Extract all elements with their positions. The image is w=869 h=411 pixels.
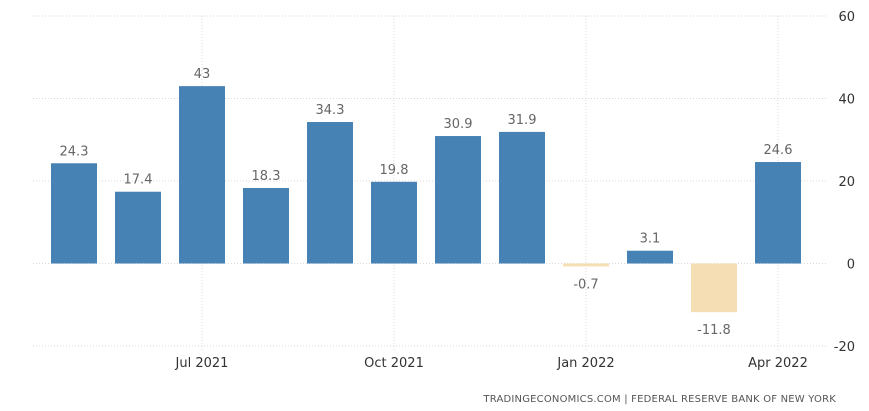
data-label: 18.3 [252, 169, 281, 184]
data-label: 19.8 [380, 163, 409, 178]
bar [115, 191, 161, 264]
x-axis: Jul 2021 Oct 2021 Jan 2022 Apr 2022 [175, 356, 808, 371]
x-tick-label: Oct 2021 [364, 356, 424, 371]
y-tick-label: 60 [838, 10, 855, 25]
y-axis: 60 40 20 0 -20 [834, 10, 855, 355]
data-label: 43 [194, 67, 211, 82]
bar [755, 162, 801, 264]
bar [307, 122, 353, 264]
bar [179, 86, 225, 264]
grid-layer [33, 15, 827, 350]
y-tick-label: -20 [834, 340, 855, 355]
x-tick-label: Jul 2021 [175, 356, 229, 371]
x-tick-label: Jan 2022 [556, 356, 614, 371]
data-label: -11.8 [697, 323, 731, 338]
bars-layer [51, 86, 801, 313]
bar [563, 263, 609, 267]
y-tick-label: 20 [838, 175, 855, 190]
data-label: 31.9 [508, 113, 537, 128]
bar [371, 181, 417, 264]
data-label: 30.9 [444, 117, 473, 132]
y-tick-label: 40 [838, 93, 855, 108]
x-tick-label: Apr 2022 [748, 356, 808, 371]
data-label: 24.6 [764, 143, 793, 158]
bar [51, 163, 97, 264]
y-tick-label: 0 [847, 258, 855, 273]
bar [499, 131, 545, 264]
source-credit: TRADINGECONOMICS.COM | FEDERAL RESERVE B… [482, 394, 836, 405]
data-label: 17.4 [124, 173, 153, 188]
bar [243, 188, 289, 264]
bar [435, 136, 481, 264]
bar [627, 250, 673, 264]
data-label: 24.3 [60, 144, 89, 159]
bar [691, 263, 737, 313]
data-label: 3.1 [640, 232, 661, 247]
data-labels-layer: 24.3 17.4 43 18.3 34.3 19.8 30.9 31.9 -0.7 3.1 -11… [60, 67, 793, 338]
data-label: 34.3 [316, 103, 345, 118]
data-label: -0.7 [573, 277, 598, 292]
